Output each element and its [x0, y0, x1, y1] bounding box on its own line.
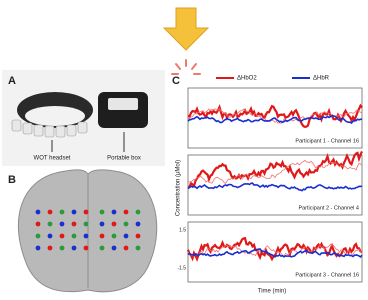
probe — [136, 234, 141, 239]
figure: A WOT headset Portable box B C ΔHbO2 ΔHb… — [0, 0, 368, 295]
legend-label: ΔHbO2 — [237, 76, 257, 82]
probe — [100, 234, 105, 239]
probe — [72, 222, 77, 227]
panel-label: A — [8, 75, 16, 87]
panel-title: Participant 2 - Channel 4 — [298, 205, 359, 211]
probe — [100, 222, 105, 227]
probe — [112, 210, 117, 215]
probe — [124, 210, 129, 215]
axis-title: Time (min) — [258, 289, 286, 295]
probe — [136, 210, 141, 215]
probe — [36, 234, 41, 239]
probe — [136, 246, 141, 251]
probe — [36, 210, 41, 215]
probe — [48, 246, 53, 251]
probe — [48, 210, 53, 215]
probe — [100, 246, 105, 251]
probe — [124, 234, 129, 239]
caption: WOT headset — [34, 156, 71, 162]
probe — [60, 210, 65, 215]
probe — [84, 210, 89, 215]
probe — [84, 234, 89, 239]
cursor-arrow — [164, 8, 208, 50]
panel-title: Participant 1 - Channel 16 — [295, 138, 359, 144]
probe — [36, 222, 41, 227]
panel-title: Participant 3 - Channel 16 — [295, 272, 359, 278]
probe — [100, 210, 105, 215]
axis-title: Concentration (μMol) — [176, 160, 182, 216]
probe — [48, 234, 53, 239]
probe — [60, 234, 65, 239]
box-label — [108, 98, 138, 110]
probe — [112, 222, 117, 227]
probe — [36, 246, 41, 251]
probe — [136, 222, 141, 227]
plots: Participant 1 - Channel 16 Participant 2 … — [188, 88, 362, 282]
probe — [48, 222, 53, 227]
headset-inner — [25, 106, 85, 126]
trace — [188, 151, 362, 187]
tick-label: -1.5 — [177, 265, 186, 271]
probe — [124, 246, 129, 251]
probe — [60, 246, 65, 251]
probe — [72, 210, 77, 215]
legend-label: ΔHbR — [313, 76, 330, 82]
panel-label: C — [172, 75, 180, 87]
tick-label: 1.5 — [179, 227, 186, 233]
probe — [72, 246, 77, 251]
click-burst — [172, 60, 200, 74]
caption: Portable box — [107, 156, 141, 162]
probe — [60, 222, 65, 227]
probe — [84, 246, 89, 251]
trace — [188, 183, 362, 191]
probe — [124, 222, 129, 227]
probe — [72, 234, 77, 239]
probe — [112, 246, 117, 251]
probe — [84, 222, 89, 227]
panel-label: B — [8, 174, 16, 186]
probe — [112, 234, 117, 239]
